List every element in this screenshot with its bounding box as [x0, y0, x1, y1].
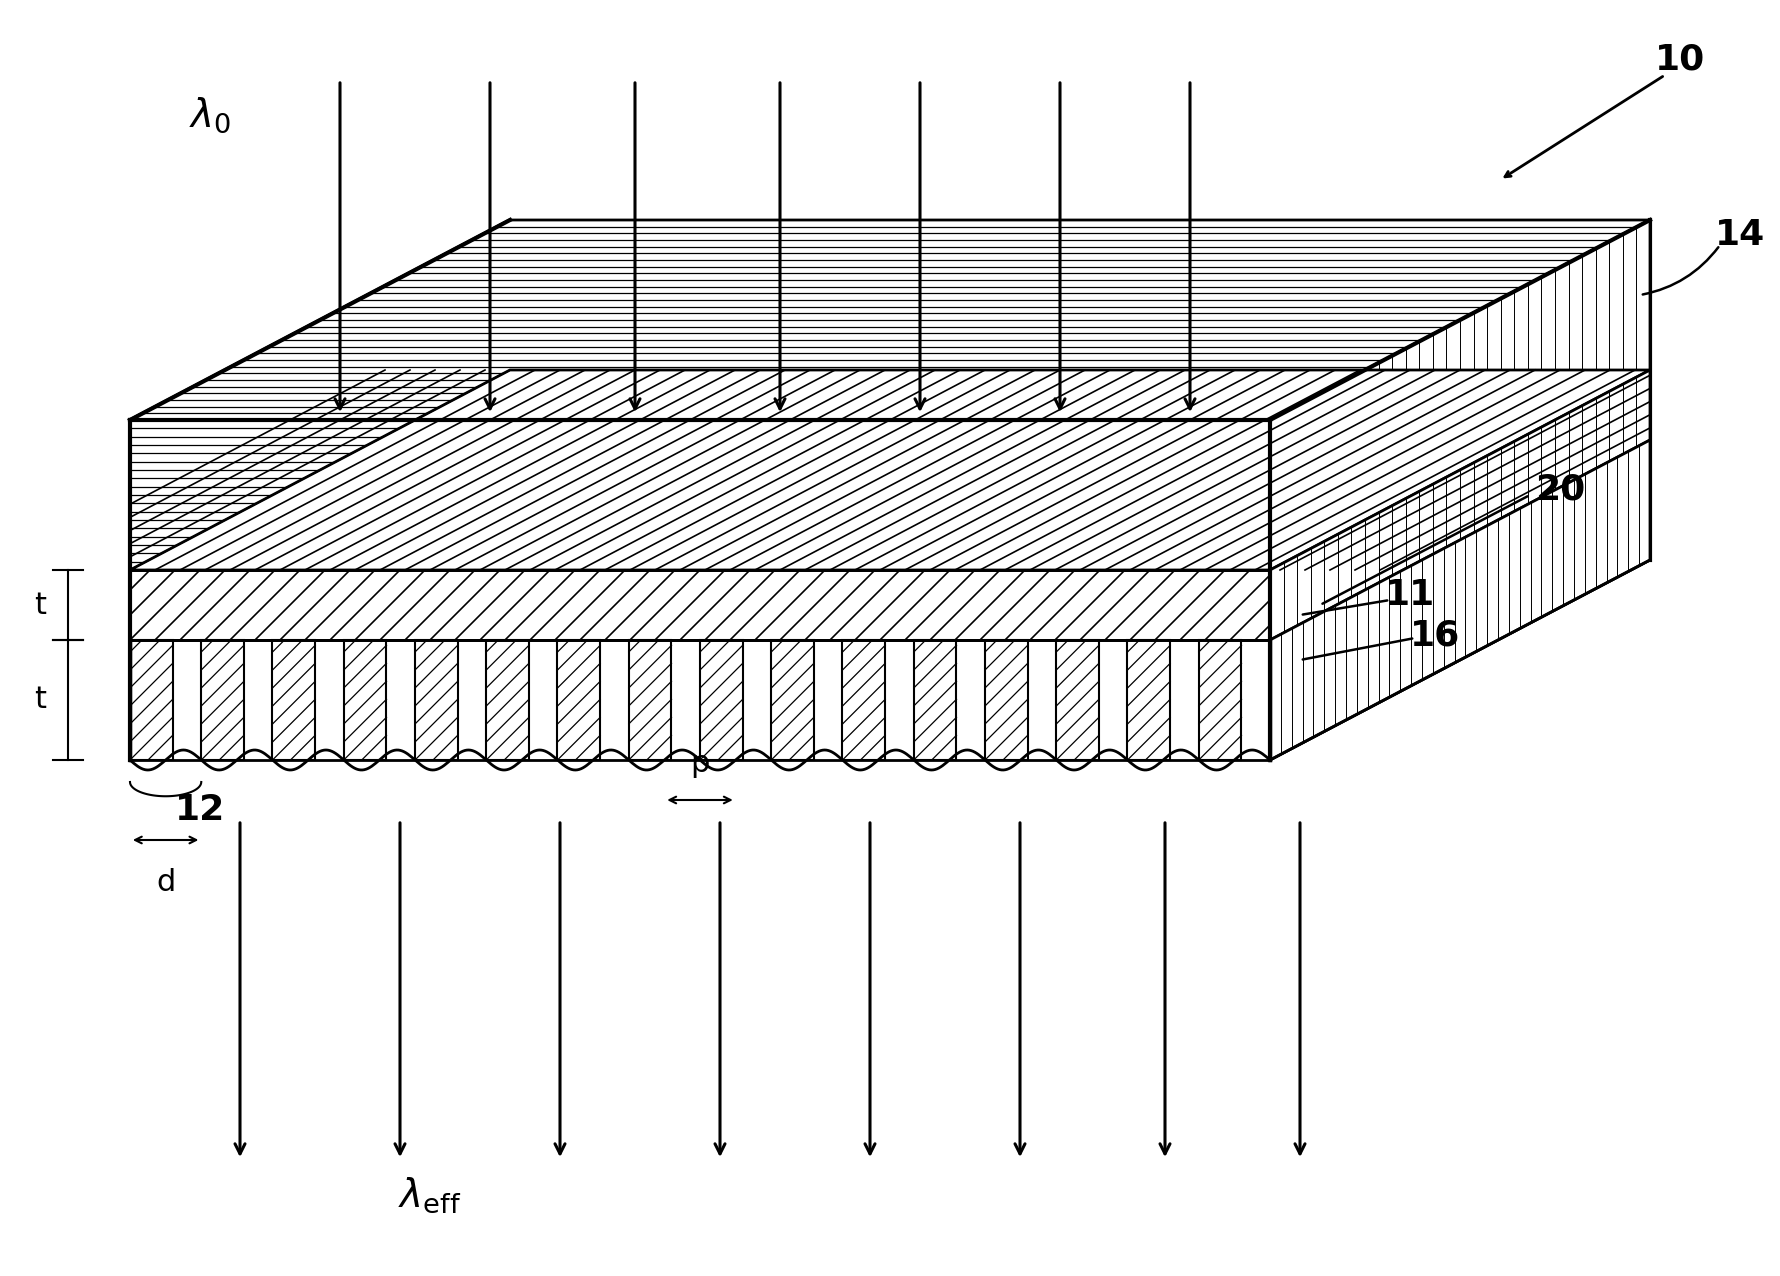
Polygon shape — [130, 370, 1648, 570]
Text: 14: 14 — [1714, 218, 1764, 251]
Text: t: t — [34, 591, 46, 620]
Polygon shape — [415, 641, 457, 760]
Text: $\lambda_0$: $\lambda_0$ — [189, 96, 231, 135]
Polygon shape — [1127, 641, 1169, 760]
Text: p: p — [691, 749, 708, 778]
Polygon shape — [842, 641, 885, 760]
Polygon shape — [1269, 440, 1648, 760]
Polygon shape — [1056, 641, 1098, 760]
Polygon shape — [628, 641, 671, 760]
Polygon shape — [557, 641, 600, 760]
Polygon shape — [130, 219, 1648, 420]
Polygon shape — [130, 420, 1269, 570]
Polygon shape — [771, 641, 813, 760]
Polygon shape — [913, 641, 956, 760]
Text: $\lambda_{\rm eff}$: $\lambda_{\rm eff}$ — [399, 1175, 461, 1215]
Polygon shape — [984, 641, 1027, 760]
Polygon shape — [486, 641, 529, 760]
Text: t: t — [34, 685, 46, 715]
Text: 10: 10 — [1654, 43, 1703, 77]
Text: 20: 20 — [1534, 473, 1584, 507]
Text: 11: 11 — [1385, 578, 1435, 612]
Polygon shape — [272, 641, 315, 760]
Text: d: d — [157, 868, 174, 897]
Polygon shape — [1269, 219, 1648, 570]
Polygon shape — [130, 570, 1269, 641]
Polygon shape — [1269, 370, 1648, 641]
Polygon shape — [700, 641, 742, 760]
Text: 16: 16 — [1410, 618, 1460, 652]
Polygon shape — [130, 641, 173, 760]
Text: 12: 12 — [174, 792, 224, 827]
Polygon shape — [1198, 641, 1241, 760]
Polygon shape — [344, 641, 386, 760]
Polygon shape — [201, 641, 244, 760]
